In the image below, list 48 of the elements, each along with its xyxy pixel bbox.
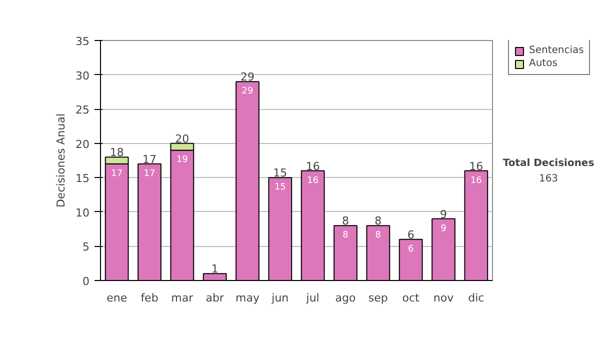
- total-label: 20: [175, 132, 190, 146]
- x-tick-label: jun: [270, 292, 289, 304]
- data-label: 17: [144, 168, 156, 179]
- total-label: 1: [211, 262, 218, 276]
- y-tick-label: 35: [76, 35, 90, 48]
- data-label: 16: [470, 176, 482, 186]
- total-label: 8: [374, 214, 382, 228]
- data-label: 8: [342, 230, 349, 241]
- y-tick-label: 30: [76, 69, 90, 82]
- total-label: 18: [110, 146, 124, 160]
- text: 163: [538, 174, 558, 185]
- data-label: 9: [440, 224, 447, 234]
- data-label: 8: [375, 230, 382, 241]
- data-label: 6: [408, 244, 414, 254]
- y-tick-label: 20: [76, 138, 90, 151]
- data-label: 15: [274, 182, 286, 193]
- x-tick-label: abr: [206, 292, 224, 304]
- x-tick-label: dic: [468, 292, 484, 304]
- total-label: 8: [342, 214, 349, 228]
- total-label: 6: [407, 228, 414, 242]
- total-label: 16: [469, 160, 484, 173]
- x-tick-label: jul: [305, 292, 320, 304]
- data-label: 29: [242, 86, 254, 97]
- data-label: 16: [307, 176, 319, 186]
- x-tick-label: feb: [140, 292, 158, 304]
- x-tick-label: ene: [106, 292, 128, 304]
- total-label: 17: [142, 152, 156, 166]
- text: Total Decisiones: [502, 158, 594, 169]
- x-tick-label: may: [236, 292, 260, 304]
- y-tick-label: 5: [82, 240, 90, 254]
- x-tick-label: ago: [335, 292, 356, 304]
- x-tick-label: sep: [368, 292, 388, 304]
- legend-label: Sentencias: [529, 45, 584, 56]
- total-label: 16: [306, 160, 320, 173]
- y-axis-title: Decisiones Anual: [54, 113, 68, 208]
- y-tick-label: 25: [76, 104, 90, 117]
- x-tick-label: oct: [402, 292, 420, 304]
- x-tick-label: mar: [171, 292, 194, 304]
- y-tick-label: 10: [76, 206, 90, 220]
- x-tick-label: nov: [433, 292, 454, 304]
- total-label: 29: [240, 70, 254, 84]
- data-label: 19: [176, 155, 188, 166]
- y-tick-label: 15: [76, 172, 90, 186]
- total-label: 9: [440, 208, 447, 221]
- legend-label: Autos: [529, 58, 558, 69]
- data-label: 17: [111, 168, 123, 179]
- y-tick-label: 0: [82, 275, 90, 288]
- total-label: 15: [273, 166, 288, 180]
